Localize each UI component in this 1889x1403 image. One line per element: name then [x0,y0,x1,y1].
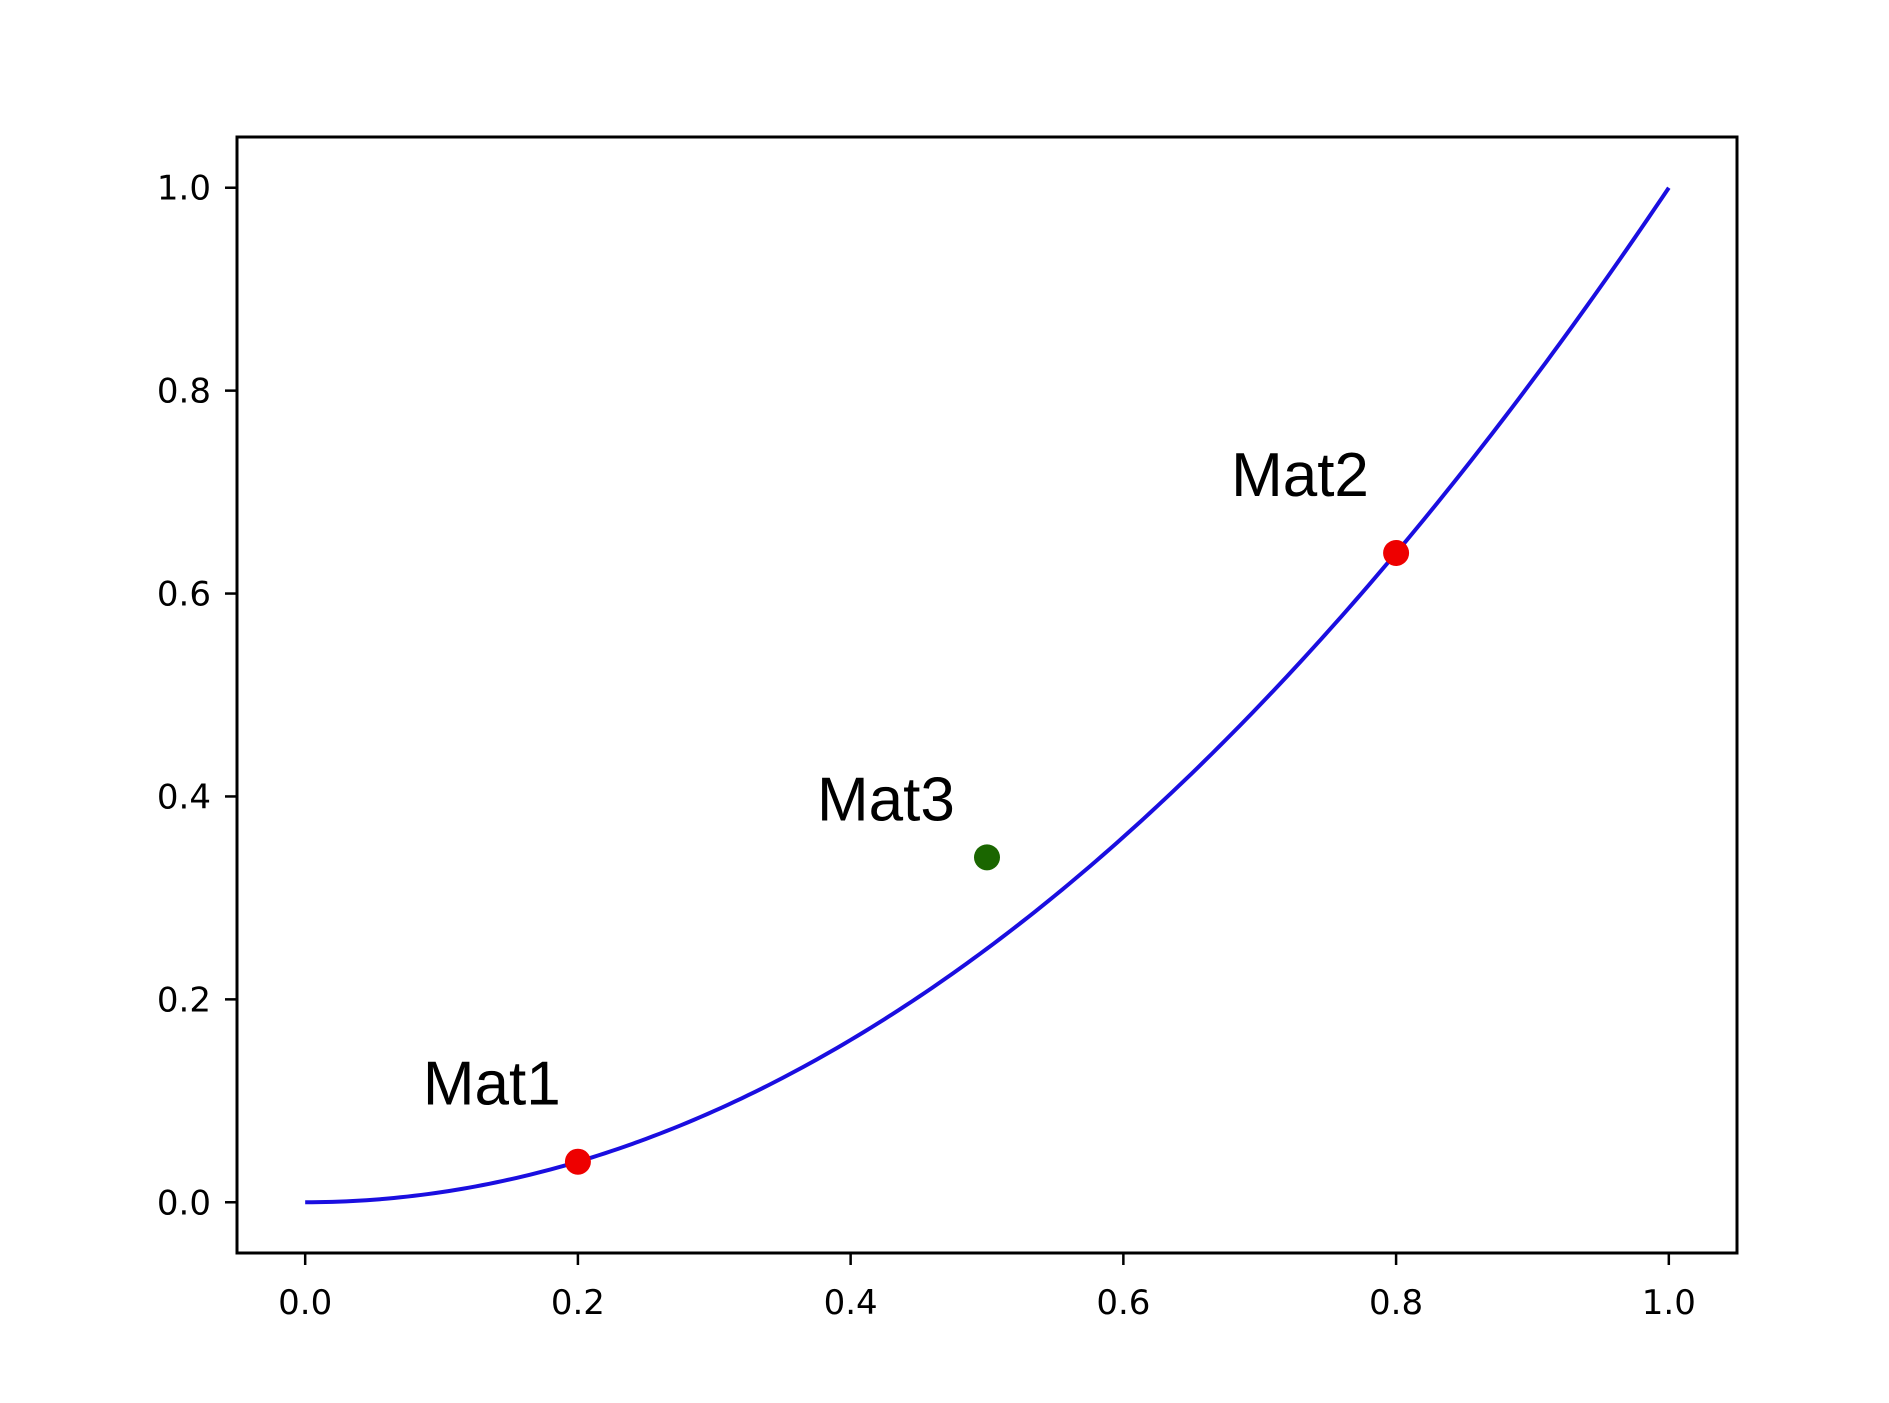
y-tick-label: 0.0 [157,1183,211,1223]
data-point-mat3 [974,844,1000,871]
data-point-mat1 [564,1148,591,1175]
annotation-mat2: Mat2 [1231,441,1369,510]
annotation-mat1: Mat1 [423,1050,561,1119]
y-tick-label: 0.4 [157,777,211,817]
y-tick-label: 1.0 [157,169,211,209]
x-tick-label: 0.0 [278,1283,332,1323]
plot-area: Mat1 Mat2 Mat3 0.0 0.2 0.4 0.6 0.8 1.0 0.0 0.2 0.4 0… [157,135,1739,1323]
x-tick-label: 0.4 [824,1283,878,1323]
x-tick-label: 1.0 [1642,1283,1696,1323]
y-tick-label: 0.8 [157,372,211,412]
y-tick-label: 0.2 [157,980,211,1020]
curve-line [305,186,1671,1205]
axes-frame [235,135,1739,1255]
x-tick-label: 0.8 [1369,1283,1423,1323]
y-tick-label: 0.6 [157,575,211,615]
annotation-mat3: Mat3 [817,765,955,834]
x-tick-label: 0.2 [551,1283,605,1323]
x-tick-label: 0.6 [1096,1283,1150,1323]
data-point-mat2 [1383,539,1410,566]
